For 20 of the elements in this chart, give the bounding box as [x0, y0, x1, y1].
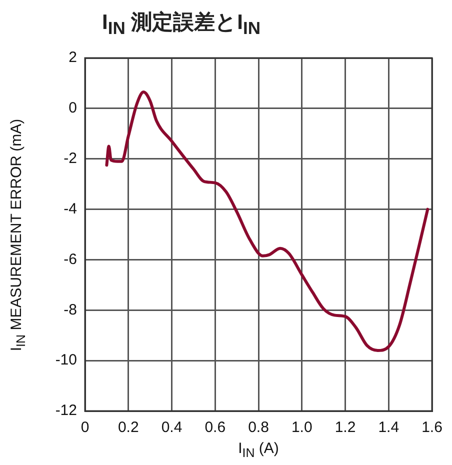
- x-tick-label: 0.6: [204, 419, 226, 436]
- x-axis-title: I$_{IN}$ (A): [237, 440, 280, 460]
- x-tick-label: 0.4: [161, 419, 182, 436]
- x-tick-label: 1.0: [291, 419, 312, 436]
- x-tick-label: 1.2: [334, 419, 356, 436]
- y-tick-label: -6: [64, 250, 77, 268]
- x-tick-label: 0: [80, 419, 90, 436]
- x-tick-label: 0.2: [118, 419, 139, 436]
- y-tick-label: -10: [55, 352, 77, 369]
- x-tick-label: 1.6: [422, 419, 442, 436]
- y-tick-label: -2: [64, 150, 77, 167]
- y-tick-label: 0: [68, 100, 77, 117]
- x-tick-label: 1.4: [378, 419, 400, 436]
- y-tick-label: -4: [64, 200, 77, 218]
- chart-title: I$_{IN}$ 測定誤差とI$_{IN}$: [102, 10, 261, 40]
- x-tick-label: 0.8: [248, 419, 269, 436]
- y-tick-label: -8: [64, 301, 77, 318]
- line-series: [105, 90, 430, 352]
- y-tick-label: -12: [55, 402, 77, 420]
- y-tick-label: 2: [68, 49, 77, 66]
